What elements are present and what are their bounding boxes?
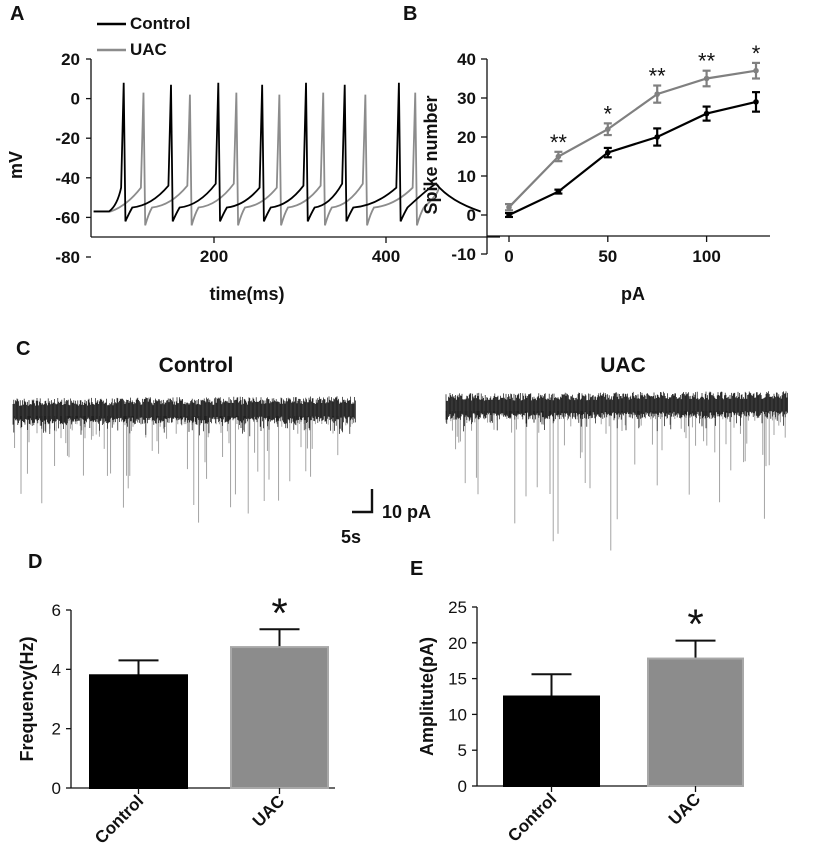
a-y-tick-label: -40: [55, 169, 80, 188]
b-y-tick-label: 10: [457, 167, 476, 186]
d-y-tick-label: 2: [52, 720, 61, 739]
b-y-tick-label: 0: [467, 206, 476, 225]
b-line-control: [508, 100, 757, 216]
b-point-uac: [506, 204, 512, 210]
a-y-tick-label: -80: [55, 248, 80, 267]
b-significance-star: **: [550, 130, 568, 155]
e-y-tick-label: 20: [448, 634, 467, 653]
e-y-tick-label: 25: [448, 598, 467, 617]
b-point-control: [753, 99, 759, 105]
panel-label-b: B: [403, 3, 417, 25]
e-y-tick-label: 15: [448, 670, 467, 689]
b-line-uac: [508, 69, 757, 208]
b-y-tick-label: 40: [457, 50, 476, 69]
b-point-uac: [555, 153, 562, 160]
a-legend-label: UAC: [130, 40, 167, 59]
b-point-uac: [605, 126, 611, 132]
panel-label-c: C: [16, 338, 30, 360]
panel-a-action-potential-chart: 200-20-40-60-80 200 400time(ms)mVControlUA…: [6, 14, 500, 304]
b-x-tick-label: 0: [504, 247, 513, 266]
c-scale-bar-y-label: 10 pA: [382, 502, 431, 522]
e-x-tick-label: Control: [504, 789, 560, 845]
d-significance-star: *: [271, 589, 287, 636]
d-y-tick-label: 0: [52, 779, 61, 798]
e-y-tick-label: 0: [458, 777, 467, 796]
e-y-tick-label: 10: [448, 705, 467, 724]
e-y-axis-label: Amplitute(pA): [417, 637, 437, 756]
panel-e-amplitude-bar-chart: 25 20 15 10 5 0 Amplitute(pA) Control UAC *: [417, 598, 744, 846]
a-y-tick-label: 20: [61, 50, 80, 69]
e-y-tick-label: 5: [458, 741, 467, 760]
b-point-control: [703, 110, 710, 117]
c-trace-title-control: Control: [159, 354, 234, 377]
a-x-axis-label: time(ms): [209, 284, 284, 304]
b-y-tick-label: 20: [457, 128, 476, 147]
c-trace-control-events: [14, 416, 353, 523]
b-significance-star: *: [752, 41, 761, 66]
e-bar-uac: [647, 657, 744, 787]
panel-c-current-traces: Control UAC 10 pA 5s: [12, 354, 788, 551]
a-legend-label: Control: [130, 14, 190, 33]
d-bar-control: [89, 674, 188, 789]
d-y-tick-label: 4: [52, 660, 61, 679]
b-y-axis-label: Spike number: [421, 95, 441, 214]
b-y-tick-label: 30: [457, 89, 476, 108]
b-x-axis-label: pA: [621, 284, 645, 304]
a-x-tick-label: 400: [372, 247, 400, 266]
b-point-uac: [753, 67, 759, 74]
e-bar-control: [503, 695, 600, 787]
panel-label-a: A: [10, 3, 24, 25]
a-x-tick-label: 200: [200, 247, 228, 266]
c-trace-control-noise: [12, 396, 356, 437]
b-x-tick-label: 50: [598, 247, 617, 266]
e-x-tick-label: UAC: [665, 789, 704, 828]
a-trace-uac: [93, 92, 481, 226]
a-y-tick-label: 0: [71, 90, 80, 109]
a-y-axis-label: mV: [6, 151, 26, 179]
c-trace-uac-noise: [445, 391, 788, 432]
b-point-control: [506, 212, 512, 218]
panel-label-d: D: [28, 551, 42, 573]
e-significance-star: *: [687, 601, 703, 648]
b-y-tick-label: -10: [451, 245, 476, 264]
b-point-uac: [703, 75, 710, 82]
d-y-axis-label: Frequency(Hz): [17, 636, 37, 761]
d-x-tick-label: UAC: [249, 791, 288, 830]
a-y-tick-label: -60: [55, 208, 80, 227]
panel-d-frequency-bar-chart: 6 4 2 0 Frequency(Hz) Control UAC *: [17, 589, 335, 848]
d-x-tick-label: Control: [91, 791, 147, 847]
b-significance-star: **: [698, 49, 716, 74]
c-trace-uac-events: [445, 411, 786, 551]
c-trace-title-uac: UAC: [600, 354, 646, 377]
a-trace-control: [93, 82, 481, 222]
a-y-tick-label: -20: [55, 129, 80, 148]
b-point-control: [605, 149, 611, 156]
panel-label-e: E: [410, 558, 423, 580]
b-significance-star: **: [649, 64, 667, 89]
b-point-control: [555, 188, 562, 195]
b-point-uac: [654, 91, 660, 97]
c-scale-bar: [352, 489, 374, 514]
d-y-tick-label: 6: [52, 601, 61, 620]
d-bar-uac: [230, 646, 329, 789]
c-scale-bar-x-label: 5s: [341, 527, 361, 547]
b-x-tick-label: 100: [692, 247, 720, 266]
b-point-control: [654, 134, 660, 140]
b-significance-star: *: [604, 101, 613, 126]
